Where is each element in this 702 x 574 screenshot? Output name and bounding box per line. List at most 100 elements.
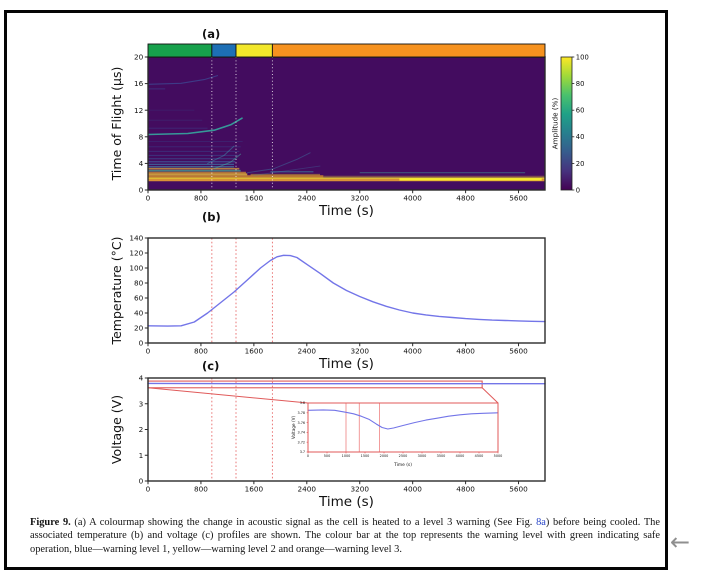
svg-text:3.72: 3.72 bbox=[298, 440, 306, 444]
svg-text:1600: 1600 bbox=[245, 485, 264, 494]
svg-text:Temperature (°C): Temperature (°C) bbox=[109, 237, 124, 346]
inset-zoom-box bbox=[147, 380, 483, 389]
svg-text:1600: 1600 bbox=[245, 194, 264, 203]
svg-text:Time (s): Time (s) bbox=[318, 356, 374, 372]
svg-text:3200: 3200 bbox=[350, 347, 369, 356]
heatmap-signal-bands bbox=[148, 75, 545, 182]
svg-text:0: 0 bbox=[146, 194, 151, 203]
inset-axes: 0 500 1000 1500 2000 2500 3000 3500 4000 4500 5000… bbox=[291, 401, 502, 468]
svg-text:2400: 2400 bbox=[298, 485, 317, 494]
svg-text:3.7: 3.7 bbox=[300, 450, 305, 454]
svg-text:4: 4 bbox=[139, 159, 144, 168]
svg-text:4000: 4000 bbox=[456, 454, 465, 458]
svg-text:4000: 4000 bbox=[403, 347, 422, 356]
panel-c-voltage bbox=[147, 377, 546, 482]
svg-text:3200: 3200 bbox=[350, 485, 369, 494]
svg-text:100: 100 bbox=[576, 53, 589, 61]
panel-c-axes: 0 800 1600 2400 3200 4000 4800 5600 0 1 2 3 4 Time (s… bbox=[109, 374, 528, 510]
svg-text:0: 0 bbox=[139, 477, 144, 486]
svg-text:1000: 1000 bbox=[342, 454, 351, 458]
svg-text:Time (s): Time (s) bbox=[393, 462, 412, 468]
panel-letter-label: (c) bbox=[202, 359, 219, 373]
svg-text:20: 20 bbox=[134, 53, 144, 62]
svg-text:4500: 4500 bbox=[475, 454, 484, 458]
svg-text:Voltage (V): Voltage (V) bbox=[109, 395, 124, 464]
svg-text:800: 800 bbox=[194, 194, 208, 203]
svg-text:4000: 4000 bbox=[403, 485, 422, 494]
amplitude-colorbar: 0 20 40 60 80 100 Amplitude (%) bbox=[551, 53, 589, 194]
inset-connector bbox=[147, 387, 309, 404]
svg-text:1: 1 bbox=[139, 451, 144, 460]
svg-text:Voltage (V): Voltage (V) bbox=[291, 416, 296, 440]
svg-text:140: 140 bbox=[129, 234, 143, 243]
svg-text:20: 20 bbox=[576, 160, 585, 168]
svg-text:2500: 2500 bbox=[399, 454, 408, 458]
back-arrow-icon[interactable]: ← bbox=[670, 528, 691, 556]
svg-text:4: 4 bbox=[139, 374, 144, 383]
svg-text:Amplitude (%): Amplitude (%) bbox=[551, 98, 560, 150]
svg-text:3: 3 bbox=[139, 399, 144, 408]
inset-connector bbox=[481, 387, 499, 404]
svg-text:4800: 4800 bbox=[456, 347, 475, 356]
svg-text:2000: 2000 bbox=[380, 454, 389, 458]
panel-a-axes: 0 800 1600 2400 3200 4000 4800 5600 0 4 8 12 16 20 Tim… bbox=[109, 53, 528, 219]
svg-text:4800: 4800 bbox=[456, 485, 475, 494]
svg-text:4800: 4800 bbox=[456, 194, 475, 203]
svg-text:Time of Flight (µs): Time of Flight (µs) bbox=[109, 67, 124, 182]
svg-text:100: 100 bbox=[129, 264, 143, 273]
svg-text:80: 80 bbox=[134, 279, 144, 288]
svg-text:5000: 5000 bbox=[494, 454, 503, 458]
caption-text-after-link: ) before being cooled. The associated te… bbox=[30, 517, 660, 555]
svg-text:40: 40 bbox=[576, 133, 585, 141]
svg-text:1600: 1600 bbox=[245, 347, 264, 356]
svg-text:3200: 3200 bbox=[350, 194, 369, 203]
svg-text:3.74: 3.74 bbox=[298, 431, 306, 435]
warning-segment bbox=[211, 43, 237, 58]
svg-text:40: 40 bbox=[134, 309, 144, 318]
warning-segment bbox=[147, 43, 213, 58]
svg-text:800: 800 bbox=[194, 347, 208, 356]
panel-b-temperature bbox=[147, 237, 546, 344]
caption-figure-number: Figure 9. bbox=[30, 517, 71, 528]
warning-segment bbox=[271, 43, 546, 58]
svg-text:16: 16 bbox=[134, 79, 144, 88]
panel-a-colourmap bbox=[147, 56, 546, 191]
svg-text:0: 0 bbox=[307, 454, 309, 458]
svg-text:1500: 1500 bbox=[361, 454, 370, 458]
svg-text:3000: 3000 bbox=[418, 454, 427, 458]
svg-text:12: 12 bbox=[134, 106, 143, 115]
svg-text:5600: 5600 bbox=[509, 485, 528, 494]
svg-text:8: 8 bbox=[139, 132, 144, 141]
svg-text:2: 2 bbox=[139, 425, 144, 434]
svg-text:2400: 2400 bbox=[298, 347, 317, 356]
svg-text:80: 80 bbox=[576, 80, 585, 88]
panel-letter-label: (b) bbox=[202, 210, 221, 224]
svg-text:0: 0 bbox=[576, 186, 580, 194]
svg-text:500: 500 bbox=[324, 454, 330, 458]
svg-text:5600: 5600 bbox=[509, 347, 528, 356]
warning-level-bar bbox=[147, 43, 546, 58]
panel-letter-label: (a) bbox=[202, 27, 220, 41]
svg-text:3.76: 3.76 bbox=[298, 421, 306, 425]
svg-text:800: 800 bbox=[194, 485, 208, 494]
svg-text:5600: 5600 bbox=[509, 194, 528, 203]
svg-text:0: 0 bbox=[139, 186, 144, 195]
svg-text:3500: 3500 bbox=[437, 454, 446, 458]
caption-figure-link[interactable]: 8a bbox=[536, 517, 546, 528]
svg-text:3.78: 3.78 bbox=[298, 411, 306, 415]
svg-text:0: 0 bbox=[139, 339, 144, 348]
voltage-inset bbox=[307, 402, 499, 453]
svg-text:0: 0 bbox=[146, 347, 151, 356]
figure-caption: Figure 9. (a) A colourmap showing the ch… bbox=[30, 516, 660, 556]
svg-text:3.8: 3.8 bbox=[300, 401, 305, 405]
svg-text:60: 60 bbox=[576, 107, 585, 115]
svg-text:0: 0 bbox=[146, 485, 151, 494]
svg-text:Time (s): Time (s) bbox=[318, 494, 374, 510]
warning-segment bbox=[235, 43, 273, 58]
panel-b-axes: 0 800 1600 2400 3200 4000 4800 5600 0 20 40 60 80 100… bbox=[109, 234, 528, 372]
svg-text:4000: 4000 bbox=[403, 194, 422, 203]
svg-text:120: 120 bbox=[129, 249, 143, 258]
svg-text:60: 60 bbox=[134, 294, 144, 303]
svg-text:Time (s): Time (s) bbox=[318, 203, 374, 219]
